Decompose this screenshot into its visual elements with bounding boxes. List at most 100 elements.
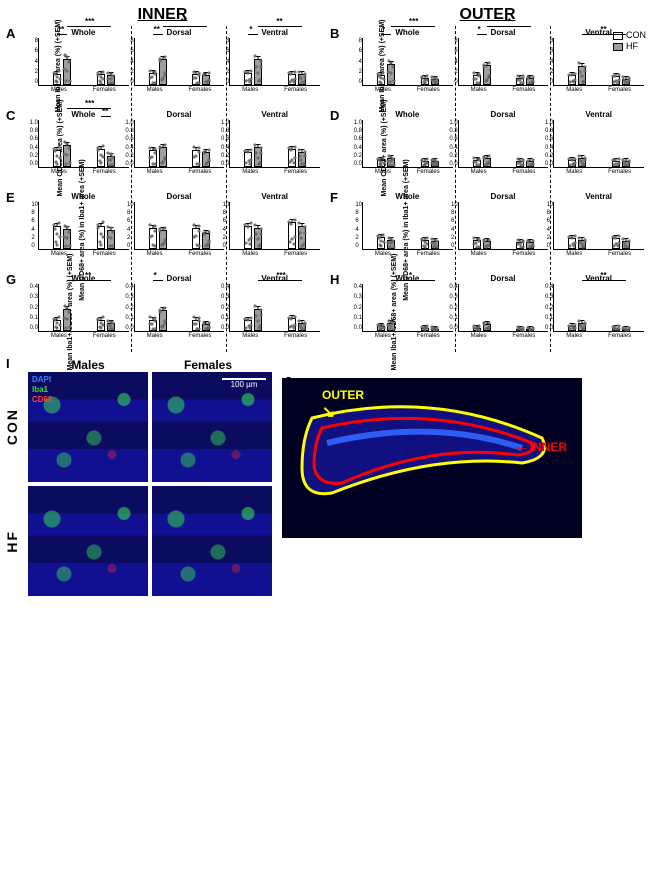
panel-F: F Mean CD68+ area (%) in Iba1+ area (+SE… [328, 190, 646, 270]
group-females [421, 240, 439, 249]
panel-C: C Mean CD68+ area (%) (+SEM) Whole1.00.8… [4, 108, 322, 188]
dg-schema: OUTER↘ ←INNER [282, 378, 582, 538]
group-females [288, 74, 306, 86]
significance-marker: *** [85, 19, 94, 25]
bar-hf [526, 242, 534, 249]
bar-hf [526, 161, 534, 167]
group-males [53, 309, 71, 331]
bar-hf [202, 233, 210, 249]
micro-hf-males [28, 486, 148, 596]
group-females [97, 149, 115, 167]
group-males [473, 324, 491, 331]
group-males [244, 147, 262, 167]
group-females [288, 149, 306, 167]
bar-hf [526, 78, 534, 85]
bar-hf [387, 158, 395, 167]
significance-marker: * [154, 273, 157, 279]
bar-con [53, 226, 61, 249]
bar-con [53, 74, 61, 86]
bar-hf [107, 230, 115, 249]
group-males [149, 59, 167, 85]
group-females [97, 74, 115, 85]
plot: 1086420 [458, 202, 549, 250]
micro-con-females: 100 µm [152, 372, 272, 482]
region-whole: Whole1086420MalesFemales [36, 190, 132, 270]
column-headers: INNER OUTER [0, 0, 650, 26]
bar-con [568, 75, 576, 85]
bar-con [473, 328, 481, 331]
region-title: Ventral [229, 26, 320, 38]
plot: 1.00.80.60.40.20.0 [553, 120, 644, 168]
inner-arrow-label: ←INNER [514, 438, 567, 456]
region-title: Dorsal [458, 190, 549, 202]
bar-con [421, 161, 429, 167]
group-females [612, 76, 630, 85]
bar-hf [107, 323, 115, 331]
group-females [421, 328, 439, 331]
bar-con [473, 240, 481, 249]
group-males [53, 145, 71, 167]
plot: 86420*** [458, 38, 549, 86]
plot: 1.00.80.60.40.20.0 [134, 120, 225, 168]
bar-con [612, 328, 620, 331]
bar-con [288, 74, 296, 86]
stain-legend: DAPI Iba1 CD68 [32, 375, 52, 405]
significance-marker: * [249, 27, 252, 33]
significance-marker: ** [600, 273, 606, 279]
bar-con [97, 226, 105, 249]
bar-con [53, 150, 61, 167]
group-females [612, 238, 630, 249]
bar-con [377, 75, 385, 85]
bar-con [473, 75, 481, 85]
plot: 0.40.30.20.10.0** [553, 284, 644, 332]
bar-hf [298, 152, 306, 167]
region-title: Ventral [553, 190, 644, 202]
region-whole: Whole0.40.30.20.10.0*MalesFemales [360, 272, 456, 352]
group-males [473, 158, 491, 167]
plot: 86420*** [229, 38, 320, 86]
region-whole: Whole86420*****MalesFemales [36, 26, 132, 106]
panel-I: I Males Females CON DAPI Iba1 CD68 100 µ… [4, 358, 272, 596]
bar-con [149, 73, 157, 85]
bar-con [516, 161, 524, 167]
region-title: Whole [362, 190, 453, 202]
bar-con [53, 320, 61, 332]
bar-con [244, 73, 252, 85]
plot: 1086420 [553, 202, 644, 250]
group-males [149, 228, 167, 249]
region-whole: Whole86420****MalesFemales [360, 26, 456, 106]
bar-hf [483, 65, 491, 85]
micro-col-females: Females [148, 358, 268, 372]
bar-hf [298, 323, 306, 331]
region-dorsal: Dorsal0.40.30.20.10.0*MalesFemales [132, 272, 228, 352]
region-title: Whole [362, 108, 453, 120]
bar-hf [202, 152, 210, 167]
bar-hf [431, 241, 439, 249]
significance-marker: ** [181, 19, 187, 25]
plot: 0.40.30.20.10.0 [458, 284, 549, 332]
group-males [568, 323, 586, 331]
region-title: Ventral [553, 272, 644, 284]
group-males [244, 59, 262, 85]
bar-con [377, 160, 385, 167]
group-males [53, 59, 71, 85]
plot: 0.40.30.20.10.0* [134, 284, 225, 332]
bar-hf [202, 324, 210, 331]
bar-hf [63, 309, 71, 331]
plot: 0.40.30.20.10.0** [38, 284, 129, 332]
group-males [377, 237, 395, 249]
bar-hf [107, 156, 115, 168]
region-ventral: Ventral86420**MalesFemales [551, 26, 646, 106]
bar-hf [254, 309, 262, 331]
bar-hf [63, 229, 71, 249]
bar-con [192, 320, 200, 332]
region-dorsal: Dorsal1.00.80.60.40.20.0MalesFemales [456, 108, 552, 188]
bar-hf [622, 241, 630, 249]
region-title: Dorsal [458, 272, 549, 284]
significance-marker: *** [276, 273, 285, 279]
bar-con [288, 318, 296, 331]
group-females [516, 242, 534, 249]
bar-con [516, 78, 524, 85]
bar-con [149, 320, 157, 332]
region-title: Dorsal [458, 26, 549, 38]
